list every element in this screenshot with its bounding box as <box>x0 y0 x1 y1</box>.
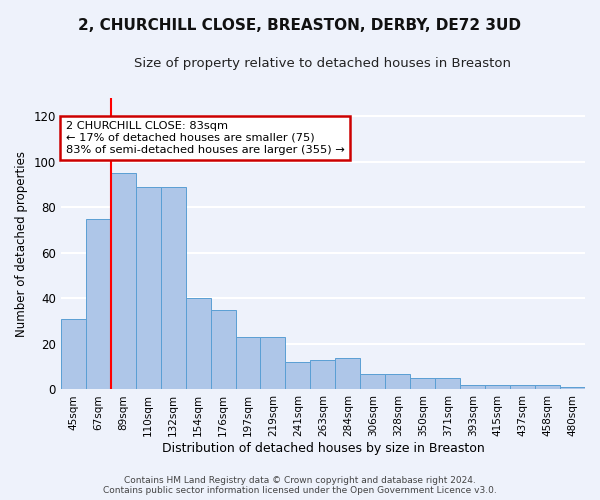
Bar <box>236 337 260 390</box>
Bar <box>310 360 335 390</box>
Bar <box>361 374 385 390</box>
Text: 2 CHURCHILL CLOSE: 83sqm
← 17% of detached houses are smaller (75)
83% of semi-d: 2 CHURCHILL CLOSE: 83sqm ← 17% of detach… <box>66 122 345 154</box>
Bar <box>485 385 510 390</box>
Bar <box>61 319 86 390</box>
Title: Size of property relative to detached houses in Breaston: Size of property relative to detached ho… <box>134 58 511 70</box>
Bar <box>510 385 535 390</box>
Text: 2, CHURCHILL CLOSE, BREASTON, DERBY, DE72 3UD: 2, CHURCHILL CLOSE, BREASTON, DERBY, DE7… <box>79 18 521 32</box>
Bar <box>286 362 310 390</box>
Y-axis label: Number of detached properties: Number of detached properties <box>15 151 28 337</box>
Bar <box>260 337 286 390</box>
Text: Contains HM Land Registry data © Crown copyright and database right 2024.
Contai: Contains HM Land Registry data © Crown c… <box>103 476 497 495</box>
Bar <box>385 374 410 390</box>
Bar <box>460 385 485 390</box>
Bar <box>185 298 211 390</box>
Bar <box>335 358 361 390</box>
Bar <box>136 187 161 390</box>
Bar <box>161 187 185 390</box>
Bar <box>86 218 111 390</box>
Bar <box>111 173 136 390</box>
Bar <box>211 310 236 390</box>
Bar <box>435 378 460 390</box>
Bar <box>560 387 585 390</box>
X-axis label: Distribution of detached houses by size in Breaston: Distribution of detached houses by size … <box>161 442 484 455</box>
Bar <box>410 378 435 390</box>
Bar <box>535 385 560 390</box>
